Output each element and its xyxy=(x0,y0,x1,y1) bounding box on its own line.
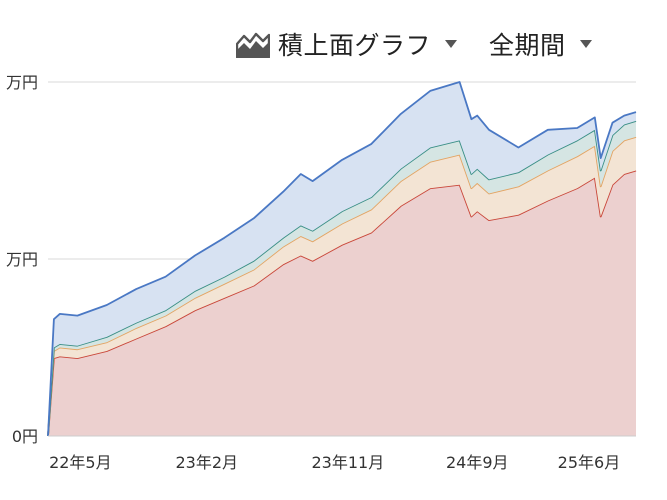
x-tick-label: 25年6月 xyxy=(558,453,621,472)
period-label: 全期間 xyxy=(489,31,566,60)
y-tick-label: 万円 xyxy=(6,73,38,92)
caret-down-icon xyxy=(579,40,592,48)
series-area-4 xyxy=(48,82,636,436)
x-tick-label: 23年11月 xyxy=(312,453,385,472)
series-area-2 xyxy=(48,136,636,436)
series-area-3 xyxy=(48,120,636,437)
series-line-4 xyxy=(47,81,637,437)
chart-type-label: 積上面グラフ xyxy=(278,31,432,60)
caret-down-icon xyxy=(445,40,458,48)
x-tick-label: 22年5月 xyxy=(49,453,112,472)
stacked-area-chart-icon xyxy=(236,32,270,58)
x-tick-label: 23年2月 xyxy=(175,453,238,472)
y-tick-label: 万円 xyxy=(6,250,38,269)
series-area-1 xyxy=(48,170,636,436)
chart-type-selector[interactable]: 積上面グラフ xyxy=(236,26,458,62)
chart-controls: 積上面グラフ 全期間 xyxy=(236,26,592,62)
y-tick-label: 0円 xyxy=(12,427,38,446)
x-tick-label: 24年9月 xyxy=(446,453,509,472)
period-selector[interactable]: 全期間 xyxy=(489,26,592,62)
